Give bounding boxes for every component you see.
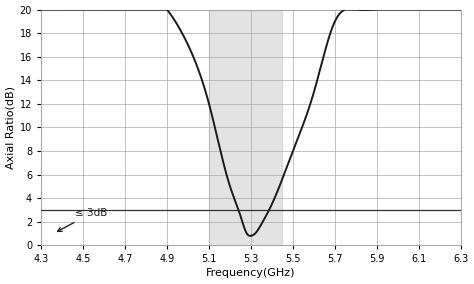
Y-axis label: Axial Ratio(dB): Axial Ratio(dB) (6, 86, 16, 169)
Bar (209, 10, 283, 245)
X-axis label: Frequency(GHz): Frequency(GHz) (206, 268, 296, 278)
Text: ≤ 3dB: ≤ 3dB (57, 208, 107, 231)
